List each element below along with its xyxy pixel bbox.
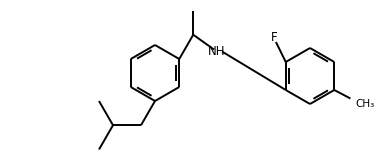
Text: NH: NH bbox=[208, 45, 226, 58]
Text: CH₃: CH₃ bbox=[355, 98, 375, 109]
Text: F: F bbox=[271, 31, 277, 43]
